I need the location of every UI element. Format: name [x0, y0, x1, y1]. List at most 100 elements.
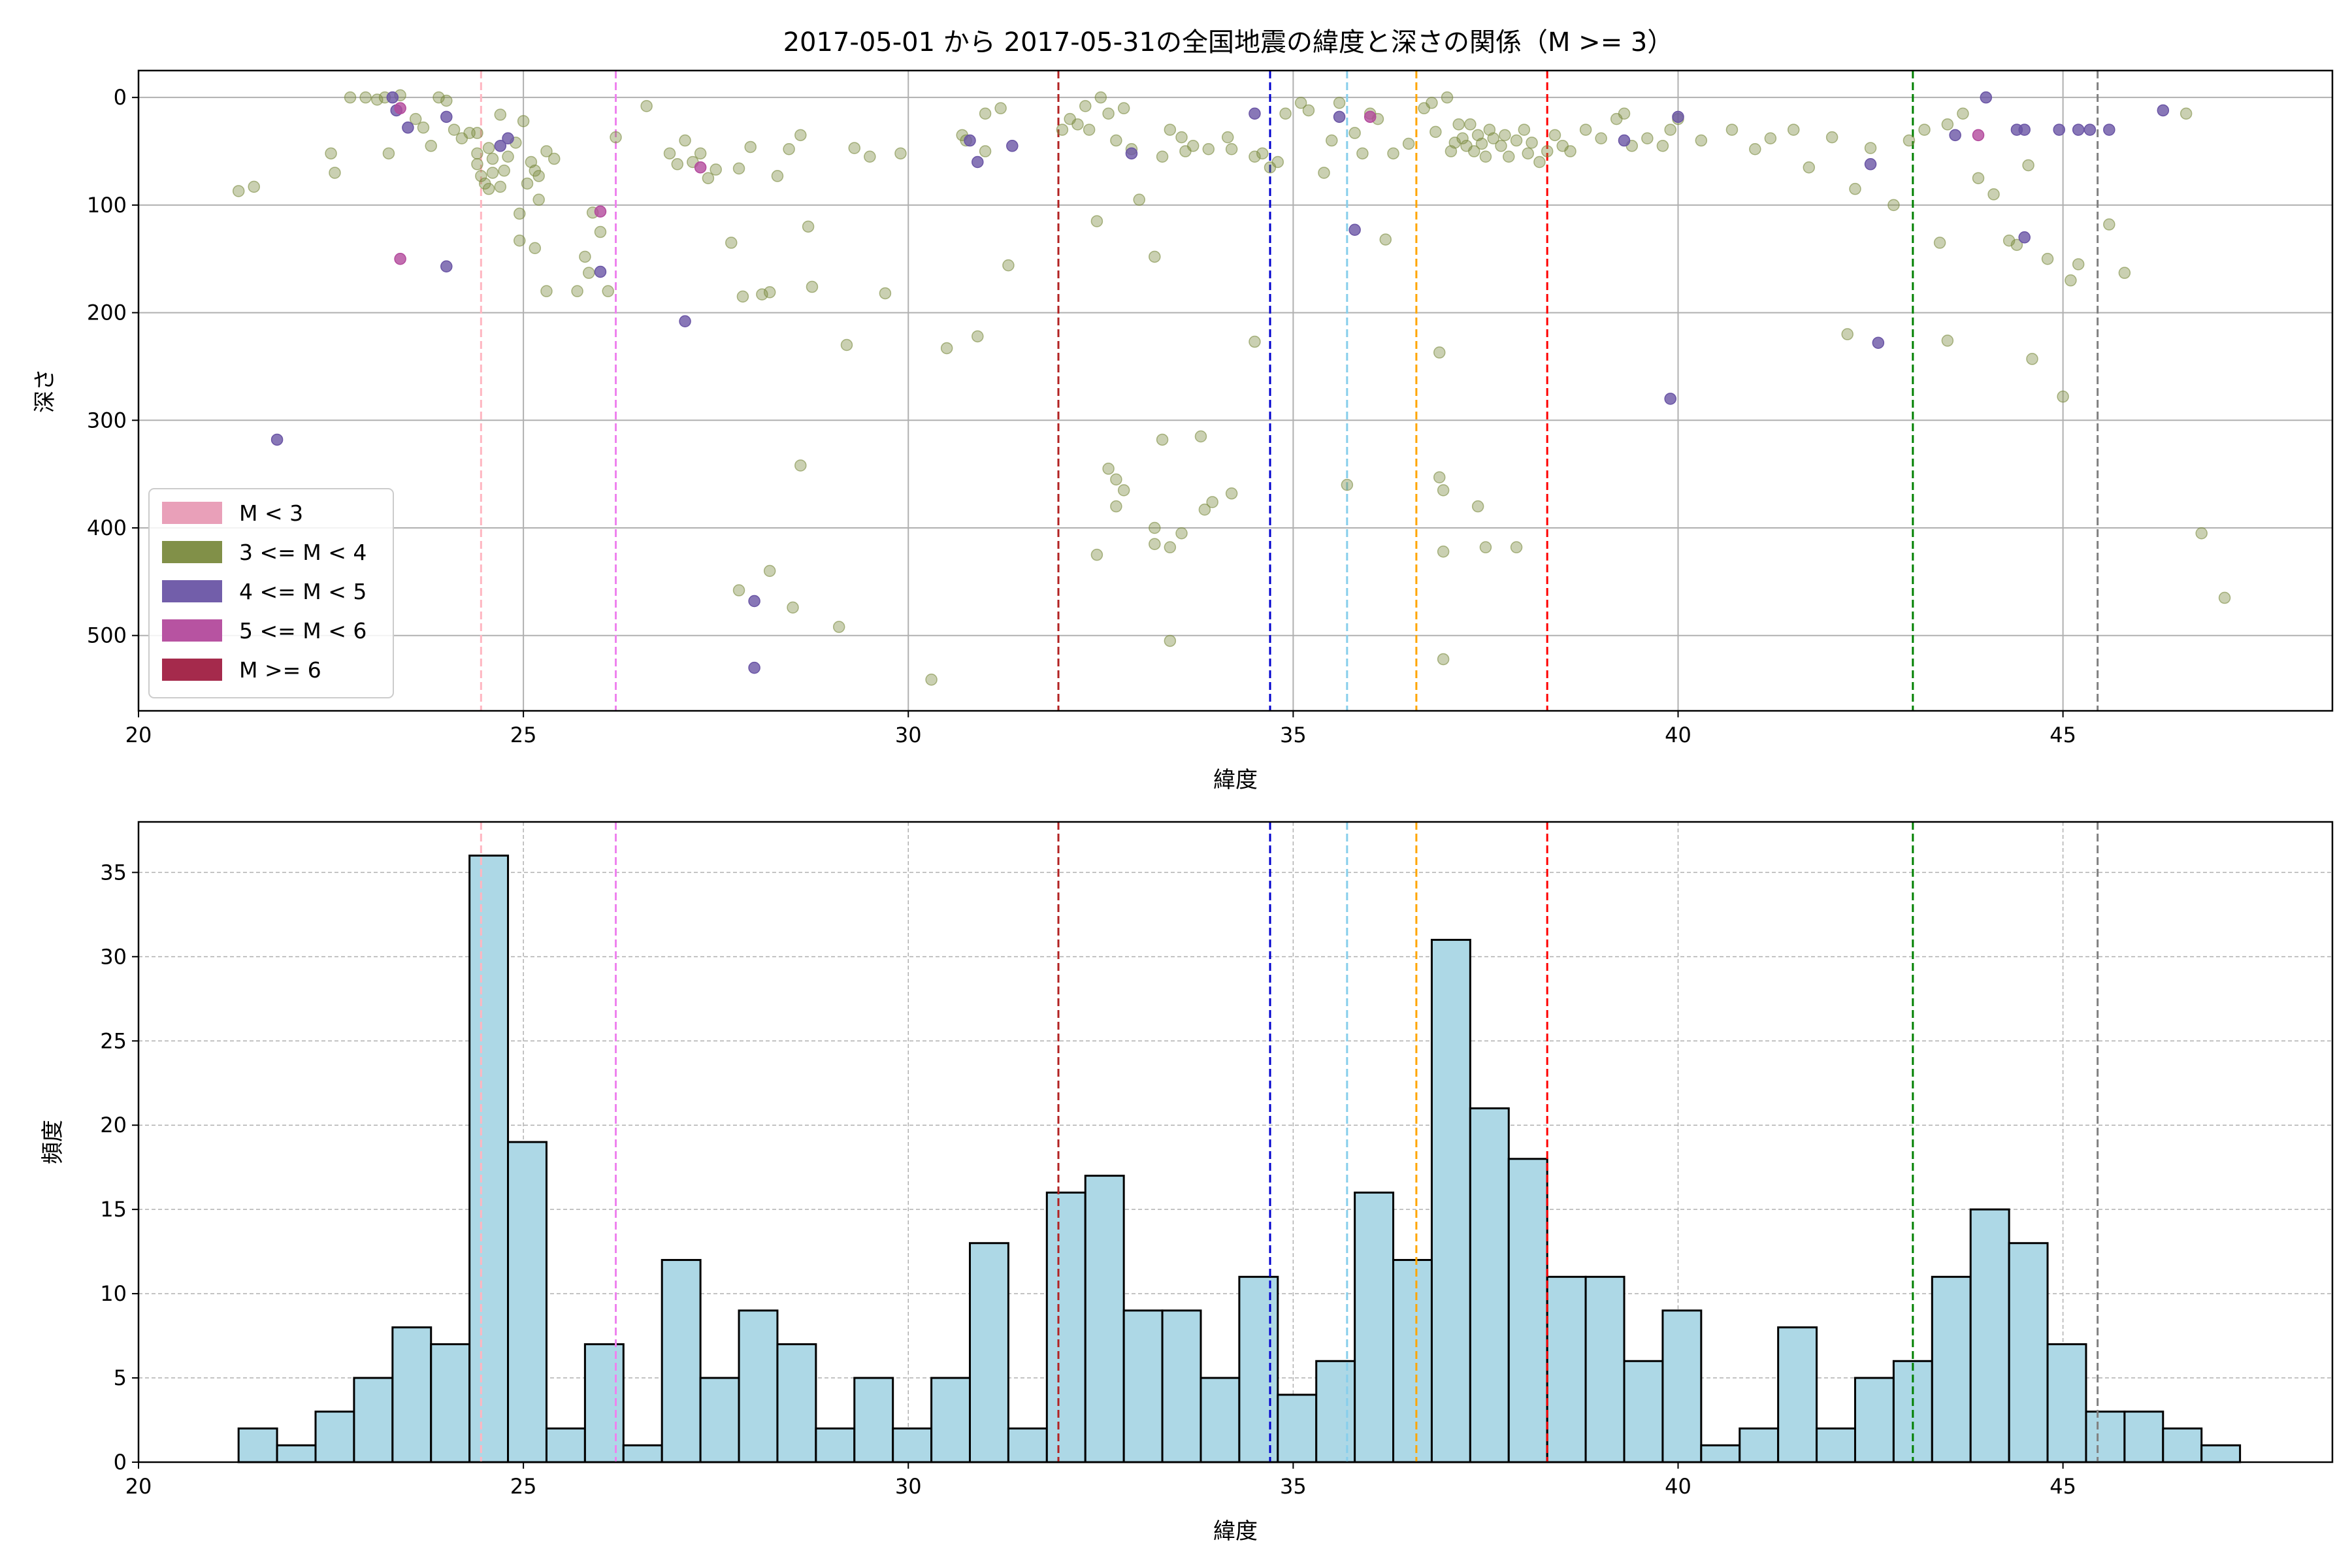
scatter-point: [783, 142, 795, 155]
scatter-point: [1194, 430, 1207, 443]
scatter-point: [1987, 188, 2000, 201]
histogram-bar: [699, 1377, 740, 1463]
scatter-x-tick-label: 30: [895, 723, 922, 747]
scatter-x-tick-label: 40: [1665, 723, 1691, 747]
scatter-point: [748, 595, 760, 608]
scatter-point: [1110, 473, 1122, 486]
scatter-point: [1006, 140, 1019, 152]
scatter-point: [2118, 267, 2131, 279]
scatter-point: [1471, 500, 1484, 513]
scatter-point: [2072, 258, 2085, 270]
scatter-point: [2103, 218, 2115, 231]
histogram-bar: [1392, 1259, 1433, 1463]
scatter-point: [1164, 634, 1177, 647]
scatter-x-ticks: 20 25 30 35 40 45: [125, 711, 2076, 747]
legend-swatch: [162, 502, 222, 524]
scatter-point: [1186, 140, 1200, 152]
legend-label: 3 <= M < 4: [239, 540, 367, 565]
scatter-point: [702, 172, 715, 184]
histogram-y-tick-label: 20: [100, 1113, 127, 1137]
scatter-point: [409, 112, 422, 125]
histogram-bar: [1661, 1309, 1703, 1463]
scatter-point: [498, 164, 510, 177]
scatter-point: [1526, 137, 1538, 149]
scatter-point: [1437, 545, 1450, 558]
histogram-bar: [1816, 1427, 1856, 1463]
histogram-bar: [1584, 1275, 1625, 1463]
scatter-grid: [139, 71, 2332, 711]
scatter-point: [771, 170, 784, 182]
scatter-point: [1641, 132, 1654, 145]
scatter-point: [1318, 167, 1330, 179]
scatter-point: [475, 170, 487, 182]
legend-swatch: [162, 659, 222, 681]
scatter-x-tick-label: 25: [510, 723, 537, 747]
scatter-point: [1533, 155, 1546, 169]
histogram-x-tick-label: 35: [1280, 1474, 1307, 1499]
histogram-bar: [738, 1309, 779, 1463]
scatter-point: [1864, 142, 1877, 154]
histogram-bar: [1045, 1191, 1086, 1463]
histogram-x-tick-label: 20: [125, 1474, 152, 1499]
histogram-bar: [1200, 1377, 1241, 1463]
histogram-bar: [969, 1242, 1009, 1463]
histogram-y-tick-label: 25: [100, 1028, 127, 1053]
histogram-grid: [139, 822, 2332, 1462]
scatter-point: [736, 290, 749, 303]
scatter-y-tick-label: 0: [114, 85, 127, 110]
scatter-point: [1249, 107, 1261, 120]
scatter-point: [744, 140, 757, 154]
histogram-bar: [776, 1343, 817, 1463]
scatter-point: [640, 100, 653, 112]
scatter-point: [972, 155, 984, 169]
scatter-point: [1564, 145, 1576, 157]
scatter-x-axis-label: 緯度: [1213, 767, 1258, 793]
scatter-point: [1503, 150, 1515, 163]
scatter-point: [2180, 107, 2193, 120]
scatter-point: [1271, 155, 1284, 169]
histogram-bar: [1546, 1275, 1587, 1463]
scatter-point: [894, 147, 907, 160]
scatter-point: [679, 134, 691, 147]
scatter-point: [371, 93, 384, 106]
scatter-point: [1656, 140, 1669, 152]
histogram-panel: 20 25 30 35 40 45 0 5 10 15 20 25 30 35 緯度 頻度: [40, 821, 2334, 1544]
scatter-point: [433, 91, 445, 104]
scatter-point: [1475, 137, 1488, 150]
scatter-point: [1110, 500, 1122, 513]
scatter-point: [1452, 118, 1465, 131]
scatter-point: [486, 152, 499, 165]
histogram-bar: [1354, 1191, 1395, 1463]
histogram-bar: [1777, 1326, 1818, 1463]
scatter-point: [1499, 129, 1511, 142]
scatter-point: [2041, 252, 2054, 265]
histogram-bar: [391, 1326, 433, 1463]
scatter-point: [1083, 123, 1096, 136]
scatter-point: [2010, 238, 2023, 252]
histogram-bar: [1161, 1309, 1202, 1463]
scatter-point: [1479, 541, 1492, 553]
scatter-point: [1456, 132, 1469, 145]
legend-label: 4 <= M < 5: [239, 579, 367, 604]
scatter-point: [425, 140, 437, 152]
scatter-point: [1094, 91, 1107, 104]
scatter-point: [864, 150, 876, 163]
legend-label: M >= 6: [239, 657, 321, 683]
scatter-point: [794, 459, 807, 472]
scatter-point: [979, 145, 992, 157]
scatter-point: [1090, 215, 1103, 227]
scatter-point: [1056, 123, 1069, 136]
histogram-y-axis-label: 頻度: [40, 1120, 66, 1164]
scatter-point: [594, 205, 607, 218]
scatter-point: [494, 140, 507, 152]
scatter-point: [940, 342, 953, 355]
histogram-bar: [468, 855, 510, 1463]
scatter-point: [671, 158, 684, 171]
histogram-bar: [2085, 1411, 2126, 1463]
scatter-point: [532, 170, 545, 182]
scatter-x-tick-label: 20: [125, 723, 152, 747]
scatter-point: [1464, 118, 1477, 131]
scatter-point: [540, 285, 553, 297]
scatter-point: [402, 122, 414, 134]
scatter-point: [1479, 150, 1492, 163]
